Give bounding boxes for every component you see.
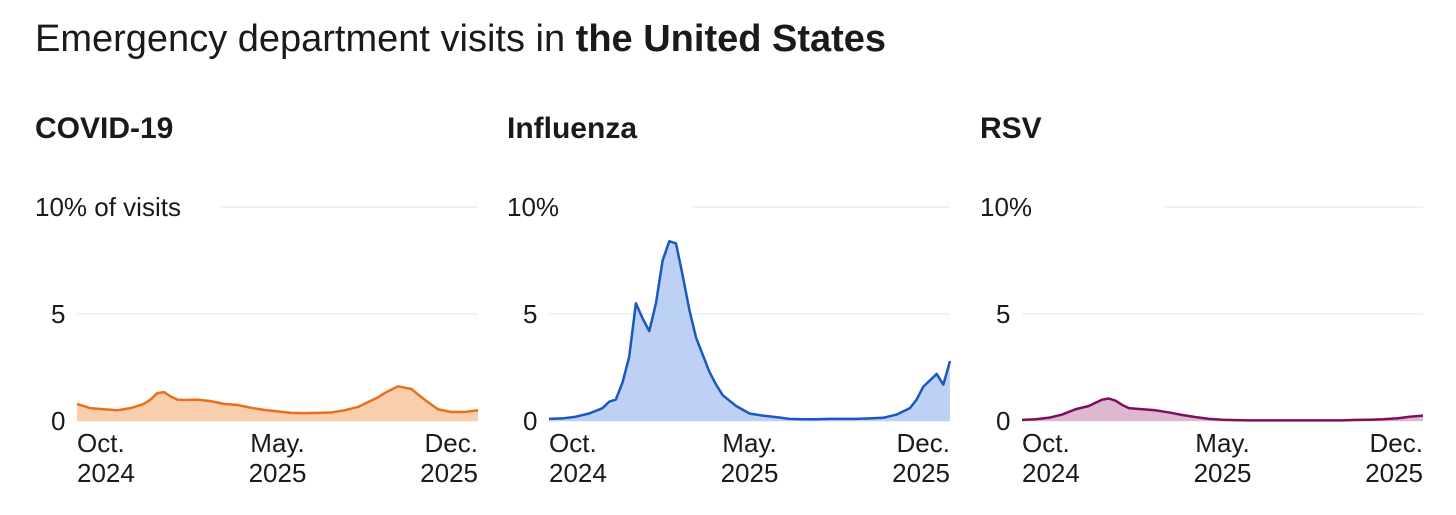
y-tick-label: 5	[523, 299, 537, 329]
x-tick-label: Oct.	[549, 428, 597, 458]
x-tick-label: Dec.	[425, 428, 478, 458]
panel-covid: COVID-19 0 5 10% of visits Oct. 2024 May. 2025…	[35, 0, 495, 515]
y-tick-label: 10% of visits	[35, 192, 181, 222]
x-tick-label: 2025	[892, 458, 950, 488]
y-tick-label: 0	[523, 406, 537, 436]
panel-influenza: Influenza 0 5 10% Oct. 2024 May. 2025 Dec. 2025	[507, 0, 967, 515]
y-tick-label: 10%	[980, 192, 1032, 222]
series-area	[549, 241, 950, 421]
x-tick-label: 2025	[721, 458, 779, 488]
x-tick-label: 2024	[549, 458, 607, 488]
y-tick-label: 5	[996, 299, 1010, 329]
x-tick-label: 2024	[77, 458, 135, 488]
y-tick-label: 10%	[507, 192, 559, 222]
x-tick-label: 2024	[1022, 458, 1080, 488]
x-tick-label: May.	[722, 428, 776, 458]
panel-title-influenza: Influenza	[507, 112, 638, 145]
series-area	[1022, 398, 1423, 421]
panel-rsv: RSV 0 5 10% Oct. 2024 May. 2025 Dec. 2025	[980, 0, 1440, 515]
series-line	[76, 385, 479, 415]
y-tick-label: 5	[51, 299, 65, 329]
y-tick-label: 0	[51, 406, 65, 436]
x-tick-label: Dec.	[897, 428, 950, 458]
x-tick-label: Oct.	[1022, 428, 1070, 458]
x-tick-label: 2025	[1365, 458, 1423, 488]
x-tick-label: 2025	[1194, 458, 1252, 488]
x-tick-label: Oct.	[77, 428, 125, 458]
title-bold: the United States	[575, 18, 887, 60]
panel-title-covid: COVID-19	[35, 112, 174, 145]
x-tick-label: May.	[250, 428, 304, 458]
title-prefix: Emergency department visits in	[35, 18, 576, 60]
x-tick-label: 2025	[249, 458, 307, 488]
page-title: Emergency department visits in the Unite…	[35, 18, 886, 61]
series-line	[548, 239, 952, 421]
x-tick-label: 2025	[420, 458, 478, 488]
y-tick-label: 0	[996, 406, 1010, 436]
x-tick-label: Dec.	[1370, 428, 1423, 458]
x-tick-label: May.	[1195, 428, 1249, 458]
panel-title-rsv: RSV	[980, 112, 1042, 145]
series-line	[1021, 397, 1424, 422]
series-area	[77, 386, 478, 421]
